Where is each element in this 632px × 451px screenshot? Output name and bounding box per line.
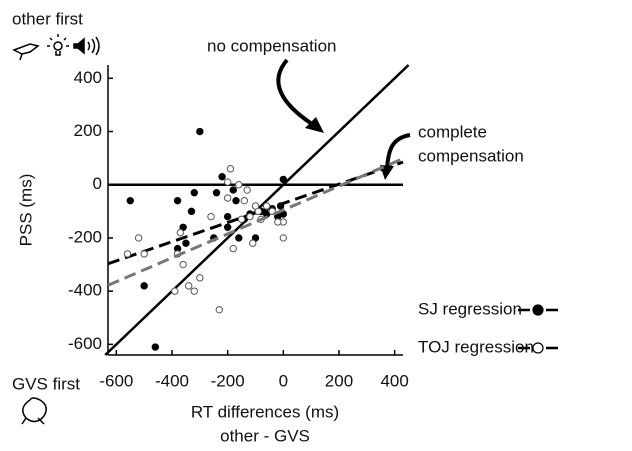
point [279,175,288,184]
arrowhead [305,117,324,133]
x-tick-label: 200 [325,371,353,390]
bulb-icon [53,41,63,51]
point [207,212,215,221]
point [229,244,237,253]
annotation: compensation [418,146,524,165]
point [240,196,249,205]
corner-label-top: other first [12,9,83,28]
point [232,196,240,205]
point [215,306,224,314]
point [262,202,271,210]
legend-marker [532,342,544,354]
y-tick-label: 200 [74,121,102,140]
x-tick-label: -200 [211,371,245,390]
point [235,181,243,189]
point [187,207,196,216]
annotation: no compensation [207,36,336,55]
y-tick-label: 400 [74,68,102,87]
point [246,212,254,221]
legend-lines [518,308,558,350]
speaker-icon [73,37,85,55]
point [274,218,282,226]
legend-marker [532,304,544,316]
point [223,178,232,186]
point [140,250,148,258]
point [140,282,148,290]
point [171,287,179,295]
annotation: complete [418,122,487,141]
arrow [385,133,411,171]
point [237,215,246,224]
regression-line [107,160,404,266]
bulb-rays [47,34,69,56]
point [223,212,232,221]
point [126,196,134,205]
point [223,194,232,202]
icons [12,34,100,425]
point [190,189,198,197]
point [196,274,204,282]
arrow [276,58,314,126]
x-tick-label: -600 [99,371,133,390]
point [223,223,232,231]
x-tick-label: -400 [155,371,189,390]
y-tick-label: 0 [93,174,102,193]
point [235,234,243,242]
point [151,343,160,351]
y-tick-label: -400 [68,281,102,300]
point [218,173,226,181]
point [212,189,221,197]
point [243,186,251,194]
x-axis-label: other - GVS [220,426,310,445]
head-icon [21,397,47,425]
point [123,250,132,258]
point [190,287,198,295]
point [226,165,235,173]
point [251,202,260,210]
point [179,260,187,269]
point [249,239,257,247]
point [185,282,193,290]
hand-icon [12,43,40,61]
corner-label-bottom: GVS first [12,374,80,393]
x-axis-label: RT differences (ms) [191,402,339,421]
point [229,186,237,194]
point [134,234,143,242]
point [279,234,288,242]
y-axis-label: PSS (ms) [16,174,35,247]
legend-label: TOJ regression [418,337,534,356]
legend-label: SJ regression [418,299,522,318]
x-tick-label: 0 [279,371,288,390]
point [196,127,204,136]
y-tick-label: -200 [68,227,102,246]
sound-waves [87,36,100,56]
point [173,196,182,205]
x-tick-label: 400 [380,371,408,390]
y-tick-label: -600 [68,334,102,353]
point [176,228,185,237]
point [182,239,190,247]
regression-line [107,157,404,287]
arrows [276,58,411,171]
